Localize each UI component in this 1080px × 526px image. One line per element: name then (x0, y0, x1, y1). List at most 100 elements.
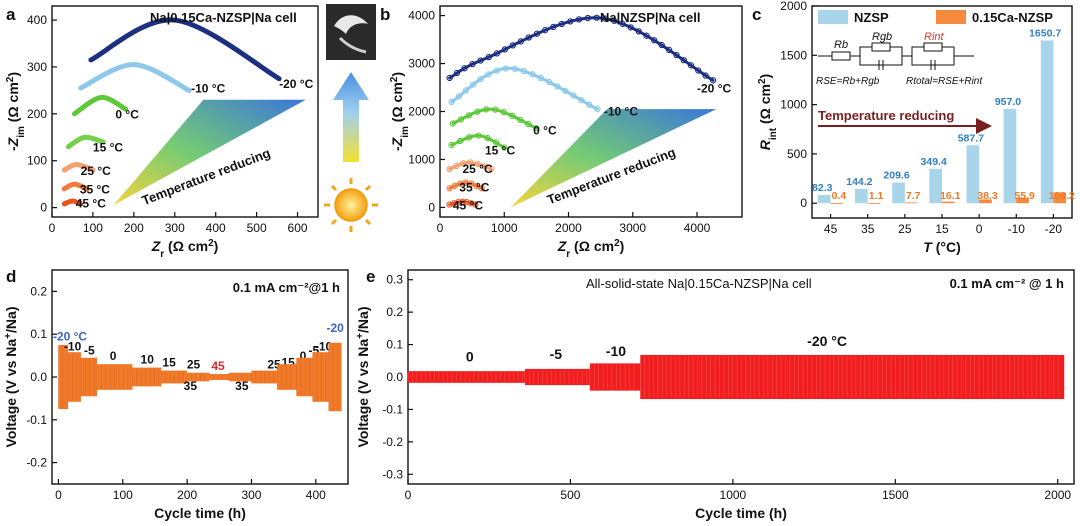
y-axis-label: Voltage (V vs Na+/Na) (3, 307, 20, 448)
voltage-envelope-segment (589, 363, 641, 391)
nyquist-marker (493, 67, 500, 74)
temperature-segment-label: -10 (606, 343, 626, 359)
nyquist-curve-1 (448, 180, 484, 190)
nyquist-marker (509, 112, 516, 119)
nyquist-marker (635, 28, 642, 35)
y-tick-label: 0 (40, 201, 47, 215)
bar-NZSP (1003, 108, 1017, 204)
nyquist-curve-4 (72, 94, 129, 117)
bar-0.15Ca-NZSP (1053, 192, 1067, 204)
nyquist-marker (481, 163, 488, 170)
y-tick-label: 400 (27, 13, 47, 27)
y-tick-label: -0.1 (382, 402, 403, 416)
nyquist-marker (473, 182, 480, 189)
x-tick-label: 4000 (684, 221, 711, 235)
nyquist-marker (643, 32, 650, 39)
temperature-segment-label: 0 (110, 349, 117, 363)
y-tick-label: -0.3 (382, 467, 403, 481)
panel-letter-c: c (752, 5, 761, 24)
x-tick-label: 1000 (720, 488, 747, 502)
nyquist-curve-6 (448, 16, 715, 82)
nyquist-marker (492, 139, 500, 146)
nyquist-curve-5 (450, 66, 599, 111)
panel-letter-b: b (380, 5, 390, 24)
x-tick-label: 100 (83, 221, 103, 235)
panel-letter-d: d (6, 267, 16, 286)
nyquist-marker (567, 18, 574, 25)
chart-title: 0.1 mA cm⁻²@1 h (233, 280, 340, 295)
series-label: -20 °C (697, 81, 731, 95)
temperature-gradient-wedge (113, 99, 306, 206)
nyquist-marker (446, 185, 453, 192)
nyquist-marker (463, 199, 470, 206)
y-tick-label: -0.2 (382, 435, 403, 449)
nyquist-marker (541, 27, 549, 34)
nyquist-marker (520, 67, 528, 75)
y-axis-label: Voltage (V vs Na+/Na) (355, 307, 372, 448)
nyquist-marker (485, 71, 492, 78)
nyquist-marker (472, 201, 479, 208)
series-label: 45 °C (76, 197, 106, 211)
temperature-segment-label: 10 (141, 352, 155, 366)
nyquist-marker (502, 65, 509, 72)
nyquist-marker (562, 87, 569, 95)
bar-0.15Ca-NZSP (904, 202, 918, 204)
nyquist-marker (575, 16, 583, 23)
series-label: 15 °C (485, 144, 515, 158)
y-tick-label: 0.1 (30, 327, 47, 341)
voltage-envelope-segment (277, 364, 297, 390)
chart-title: Na|NZSP|Na cell (600, 10, 700, 25)
y-tick-label: 3000 (408, 57, 435, 71)
nyquist-marker (525, 34, 533, 41)
bar-value-label: 55.9 (1014, 190, 1035, 202)
y-tick-label: 0.2 (386, 305, 403, 319)
nyquist-marker (578, 96, 585, 104)
temperature-segment-label: -20 °C (53, 330, 87, 344)
voltage-envelope-segment (209, 374, 229, 380)
voltage-envelope-segment (251, 370, 278, 384)
x-tick-label: 500 (560, 488, 580, 502)
nyquist-marker (709, 77, 717, 84)
bar-NZSP (929, 168, 942, 204)
nyquist-marker (461, 65, 468, 72)
nyquist-marker (457, 137, 464, 145)
x-tick-label: 300 (165, 221, 185, 235)
temperature-segment-label: 0 (466, 348, 474, 364)
nyquist-marker (448, 141, 455, 149)
series-label: 0 °C (115, 108, 139, 122)
bar-value-label: 587.7 (958, 132, 984, 144)
x-tick-label: 0 (976, 222, 983, 236)
nyquist-marker (627, 24, 634, 31)
circuit-eq-rse: RSE=Rb+Rgb (816, 76, 880, 87)
cooling-arrow (333, 72, 369, 162)
nyquist-curve-6 (88, 17, 282, 82)
nyquist-marker (482, 106, 490, 113)
nyquist-marker (658, 41, 665, 49)
x-tick-label: 0 (405, 488, 412, 502)
nyquist-marker (451, 182, 458, 189)
bar-value-label: 38.3 (977, 190, 998, 202)
y-tick-label: 1000 (780, 98, 807, 112)
nyquist-marker (554, 83, 561, 90)
nyquist-marker (501, 46, 509, 53)
nyquist-marker (457, 116, 465, 123)
nyquist-marker (477, 57, 484, 64)
axes-frame-a (51, 5, 319, 218)
y-tick-label: 2000 (408, 105, 435, 119)
bar-value-label: 144.2 (846, 176, 872, 188)
circuit-resistor (923, 42, 943, 52)
bar-NZSP (1040, 40, 1054, 204)
series-label: -10 °C (604, 104, 638, 118)
nyquist-marker (469, 81, 477, 88)
sun-rays (324, 178, 378, 232)
y-tick-label: 0 (428, 200, 435, 214)
x-tick-label: 35 (861, 222, 875, 236)
frozen-photo-drip (338, 36, 367, 54)
nyquist-marker (702, 72, 709, 79)
voltage-envelope-segment (408, 371, 525, 383)
nyquist-marker (602, 15, 609, 22)
series-label: 35 °C (80, 183, 110, 197)
x-tick-label: -20 (1045, 222, 1063, 236)
frozen-photo-shape (334, 15, 368, 34)
voltage-envelope-segment (228, 372, 252, 382)
